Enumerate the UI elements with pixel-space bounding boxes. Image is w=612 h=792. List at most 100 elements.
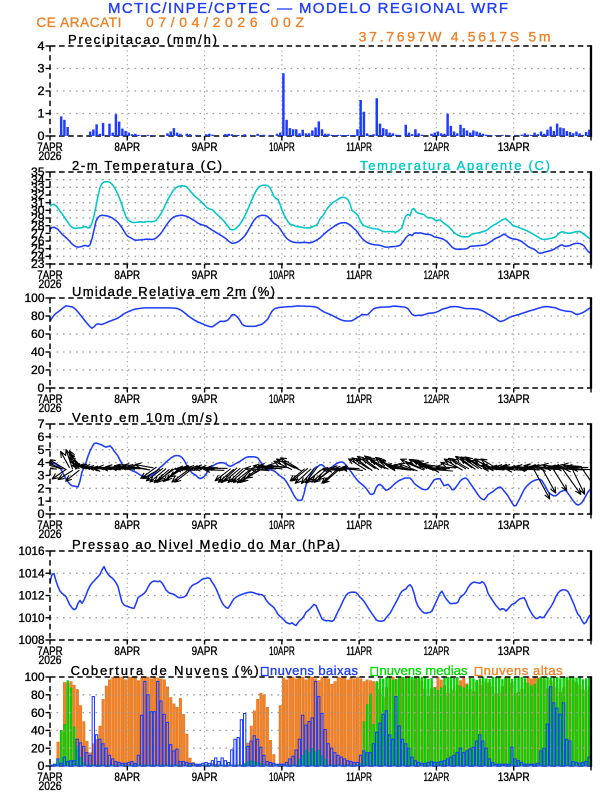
svg-text:Precipitacao (mm/h): Precipitacao (mm/h) <box>68 32 217 47</box>
svg-text:6: 6 <box>38 430 45 444</box>
svg-text:9APR: 9APR <box>192 770 218 784</box>
svg-text:0: 0 <box>38 507 45 521</box>
svg-text:4: 4 <box>38 456 45 470</box>
svg-text:100: 100 <box>25 291 45 305</box>
svg-text:10APR: 10APR <box>269 268 295 282</box>
svg-text:10APR: 10APR <box>269 770 295 784</box>
svg-text:8APR: 8APR <box>114 518 140 532</box>
svg-text:7APR: 7APR <box>37 518 63 532</box>
svg-text:2: 2 <box>38 84 45 98</box>
svg-text:Cobertura de Nuvens (%): Cobertura de Nuvens (%) <box>71 663 259 678</box>
svg-text:1: 1 <box>38 494 45 508</box>
svg-text:25: 25 <box>31 242 45 256</box>
svg-text:26: 26 <box>31 234 45 248</box>
svg-text:5: 5 <box>38 443 45 457</box>
svg-text:11APR: 11APR <box>346 392 372 406</box>
svg-text:7APR: 7APR <box>37 644 63 658</box>
svg-text:3: 3 <box>38 469 45 483</box>
svg-text:20: 20 <box>31 363 45 377</box>
svg-text:35: 35 <box>31 165 45 179</box>
svg-text:nuvens medias: nuvens medias <box>380 663 469 678</box>
svg-text:3: 3 <box>38 62 45 76</box>
svg-text:27: 27 <box>31 227 45 241</box>
svg-text:23: 23 <box>31 257 45 271</box>
svg-text:0: 0 <box>38 759 45 773</box>
svg-text:7APR: 7APR <box>37 268 63 282</box>
svg-text:9APR: 9APR <box>192 140 218 154</box>
svg-text:2026: 2026 <box>39 403 62 415</box>
svg-text:2026: 2026 <box>39 151 62 163</box>
svg-text:29: 29 <box>31 211 45 225</box>
svg-text:10APR: 10APR <box>269 644 295 658</box>
svg-text:2026: 2026 <box>39 781 62 792</box>
svg-text:CE ARACATI: CE ARACATI <box>36 15 121 30</box>
svg-text:20: 20 <box>31 741 45 755</box>
svg-text:33: 33 <box>31 181 45 195</box>
svg-text:12APR: 12APR <box>424 392 450 406</box>
svg-text:37.7697W 4.5617S 5m: 37.7697W 4.5617S 5m <box>359 28 551 44</box>
svg-text:8APR: 8APR <box>114 644 140 658</box>
svg-text:nuvens baixas: nuvens baixas <box>270 663 359 678</box>
svg-text:12APR: 12APR <box>424 140 450 154</box>
svg-text:2: 2 <box>38 481 45 495</box>
svg-text:100: 100 <box>25 670 45 684</box>
svg-text:13APR: 13APR <box>498 770 530 784</box>
svg-text:12APR: 12APR <box>424 644 450 658</box>
svg-text:07/04/2026 00Z: 07/04/2026 00Z <box>146 14 304 30</box>
svg-text:Umidade Relativa em 2m (%): Umidade Relativa em 2m (%) <box>72 284 275 299</box>
svg-text:11APR: 11APR <box>346 770 372 784</box>
svg-text:0: 0 <box>38 381 45 395</box>
svg-text:28: 28 <box>31 219 45 233</box>
svg-text:4: 4 <box>38 39 45 53</box>
svg-text:1014: 1014 <box>19 566 45 580</box>
svg-text:34: 34 <box>31 173 45 187</box>
svg-text:7APR: 7APR <box>37 392 63 406</box>
svg-text:10APR: 10APR <box>269 518 295 532</box>
svg-text:7: 7 <box>38 417 45 431</box>
svg-text:11APR: 11APR <box>346 268 372 282</box>
svg-text:24: 24 <box>31 250 45 264</box>
svg-text:13APR: 13APR <box>498 644 530 658</box>
svg-text:nuvens altas: nuvens altas <box>484 663 563 678</box>
svg-text:Pressao ao Nivel Medio do Mar: Pressao ao Nivel Medio do Mar (hPa) <box>72 537 340 552</box>
svg-text:1010: 1010 <box>19 611 45 625</box>
svg-text:30: 30 <box>31 204 45 218</box>
svg-text:32: 32 <box>31 188 45 202</box>
svg-text:10APR: 10APR <box>269 140 295 154</box>
svg-text:60: 60 <box>31 706 45 720</box>
svg-text:13APR: 13APR <box>498 268 530 282</box>
svg-text:12APR: 12APR <box>424 770 450 784</box>
svg-text:60: 60 <box>31 327 45 341</box>
svg-text:80: 80 <box>31 309 45 323</box>
svg-text:7APR: 7APR <box>37 770 63 784</box>
svg-text:1008: 1008 <box>19 633 45 647</box>
svg-text:9APR: 9APR <box>192 268 218 282</box>
svg-text:13APR: 13APR <box>498 392 530 406</box>
svg-text:8APR: 8APR <box>114 268 140 282</box>
svg-text:12APR: 12APR <box>424 268 450 282</box>
svg-text:2026: 2026 <box>39 529 62 541</box>
svg-text:8APR: 8APR <box>114 770 140 784</box>
svg-text:40: 40 <box>31 724 45 738</box>
svg-text:1012: 1012 <box>19 589 45 603</box>
svg-text:11APR: 11APR <box>346 140 372 154</box>
svg-text:2026: 2026 <box>39 279 62 291</box>
svg-text:Vento em 10m (m/s): Vento em 10m (m/s) <box>72 410 218 425</box>
svg-text:0: 0 <box>38 129 45 143</box>
svg-text:8APR: 8APR <box>114 392 140 406</box>
svg-text:40: 40 <box>31 345 45 359</box>
svg-text:1: 1 <box>38 107 45 121</box>
svg-text:MCTIC/INPE/CPTEC — MODELO REGI: MCTIC/INPE/CPTEC — MODELO REGIONAL WRF <box>108 0 508 17</box>
svg-text:80: 80 <box>31 688 45 702</box>
svg-text:10APR: 10APR <box>269 392 295 406</box>
svg-text:2-m Temperatura (C): 2-m Temperatura (C) <box>72 158 222 173</box>
svg-text:8APR: 8APR <box>114 140 140 154</box>
svg-text:12APR: 12APR <box>424 518 450 532</box>
svg-text:13APR: 13APR <box>498 140 530 154</box>
svg-text:2026: 2026 <box>39 655 62 667</box>
svg-text:9APR: 9APR <box>192 392 218 406</box>
svg-text:1016: 1016 <box>19 544 45 558</box>
svg-text:13APR: 13APR <box>498 518 530 532</box>
svg-text:11APR: 11APR <box>346 518 372 532</box>
svg-text:9APR: 9APR <box>192 518 218 532</box>
